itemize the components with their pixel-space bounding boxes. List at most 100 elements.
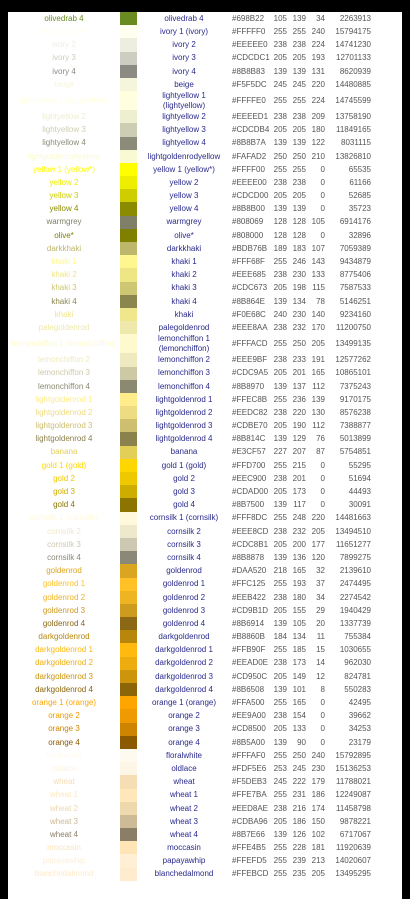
- colored-name: darkgoldenrod 4: [35, 684, 93, 694]
- colored-name: ivory 3: [52, 53, 76, 63]
- hex-code: #FFC125: [232, 579, 266, 589]
- swatch: [120, 828, 137, 842]
- red-value: 139: [273, 204, 287, 214]
- color-name: gold 4: [173, 500, 195, 510]
- decimal-value: 824781: [344, 671, 371, 681]
- color-name: wheat 2: [169, 803, 199, 813]
- colored-name: cornsilk 3: [47, 539, 81, 549]
- table-row: palegoldenrod palegoldenrod #EEE8AA 238 232 1…: [8, 321, 402, 335]
- green-value: 220: [292, 407, 306, 417]
- red-value: 128: [273, 217, 287, 227]
- colored-name: lightgoldenrod 3: [35, 421, 93, 431]
- green-value: 201: [292, 473, 306, 483]
- blue-value: 205: [311, 339, 325, 349]
- green-value: 139: [292, 138, 306, 148]
- color-name: lightyellow 1 (lightyellow): [162, 91, 206, 110]
- colored-name: ivory 1 (ivory): [39, 27, 88, 37]
- red-value: 255: [273, 843, 287, 853]
- blue-value: 0: [320, 487, 325, 497]
- table-row: lightyellow 3 lightyellow 3 #CDCDB4 205 205 1…: [8, 123, 402, 137]
- blue-value: 120: [311, 552, 325, 562]
- table-row: lightgoldenrodyellow lightgoldenrodyellow…: [8, 149, 402, 163]
- color-name: lightyellow 2: [162, 111, 206, 121]
- swatch: [120, 643, 137, 657]
- color-name: orange 4: [168, 737, 200, 747]
- table-row: wheat 1 wheat 1 #FFE7BA 255 231 186 12249087: [8, 788, 402, 802]
- colored-name: darkgoldenrod 1: [35, 645, 93, 655]
- blue-value: 102: [311, 829, 325, 839]
- swatch: [120, 149, 137, 163]
- table-row: darkkhaki darkkhaki #BDB76B 189 183 107 705938…: [8, 242, 402, 256]
- table-row: yellow 2 yellow 2 #EEEE00 238 238 0 61166: [8, 176, 402, 190]
- swatch: [120, 801, 137, 815]
- colored-name: wheat 1: [49, 790, 79, 800]
- table-row: goldenrod 4 goldenrod 4 #8B6914 139 105 20 133…: [8, 617, 402, 631]
- hex-code: #CD950C: [232, 671, 268, 681]
- table-row: olive* olive* #808000 128 128 0 32896: [8, 228, 402, 242]
- color-name: lightgoldenrodyellow: [147, 151, 221, 161]
- swatch: [120, 334, 137, 354]
- decimal-value: 23179: [348, 737, 371, 747]
- red-value: 205: [273, 125, 287, 135]
- colored-name: gold 2: [53, 473, 75, 483]
- blue-value: 143: [311, 257, 325, 267]
- color-name: floralwhite: [165, 750, 202, 760]
- color-name: goldenrod: [166, 566, 202, 576]
- swatch: [120, 577, 137, 591]
- colored-name: lemonchiffon 4: [38, 381, 90, 391]
- hex-code: #FFD700: [232, 460, 266, 470]
- colored-name: blanchedalmond: [34, 869, 94, 879]
- hex-code: #CDAD00: [232, 487, 269, 497]
- color-name: ivory 4: [172, 66, 196, 76]
- green-value: 134: [292, 296, 306, 306]
- decimal-value: 2139610: [339, 566, 371, 576]
- decimal-value: 2274542: [339, 592, 371, 602]
- red-value: 227: [273, 447, 287, 457]
- decimal-value: 14741230: [335, 40, 371, 50]
- green-value: 222: [292, 777, 306, 787]
- green-value: 139: [292, 204, 306, 214]
- decimal-value: 7388877: [339, 421, 371, 431]
- colored-name: lightyellow 3: [42, 125, 86, 135]
- red-value: 238: [273, 592, 287, 602]
- table-row: lightgoldenrod 2 lightgoldenrod 2 #EEDC82 2…: [8, 406, 402, 420]
- green-value: 139: [292, 13, 306, 23]
- table-row: beige beige #F5F5DC 245 245 220 14480885: [8, 77, 402, 92]
- colored-name: darkgoldenrod 3: [35, 671, 93, 681]
- color-name: orange 1 (orange): [151, 698, 217, 708]
- decimal-value: 44493: [348, 487, 371, 497]
- swatch: [120, 268, 137, 282]
- swatch: [120, 722, 137, 736]
- decimal-value: 15792895: [335, 750, 371, 760]
- red-value: 255: [273, 257, 287, 267]
- decimal-value: 35723: [348, 204, 371, 214]
- green-value: 137: [292, 381, 306, 391]
- colored-name: orange 4: [48, 737, 80, 747]
- hex-code: #808000: [232, 230, 264, 240]
- hex-code: #FFFFE0: [232, 95, 266, 105]
- green-value: 250: [292, 339, 306, 349]
- blue-value: 37: [316, 579, 325, 589]
- green-value: 165: [292, 566, 306, 576]
- color-table: olivedrab 4 olivedrab 4 #698B22 105 139 34 226…: [8, 12, 402, 899]
- blue-value: 0: [320, 460, 325, 470]
- green-value: 133: [292, 724, 306, 734]
- colored-name: yellow 1 (yellow*): [33, 164, 95, 174]
- table-row: khaki 3 khaki 3 #CDC673 205 198 115 7587533: [8, 281, 402, 295]
- hex-code: #EEEEE0: [232, 40, 268, 50]
- swatch: [120, 867, 137, 881]
- blue-value: 150: [311, 816, 325, 826]
- decimal-value: 8775406: [339, 270, 371, 280]
- color-name: goldenrod 2: [162, 592, 206, 602]
- blue-value: 0: [320, 737, 325, 747]
- hex-code: #FAFAD2: [232, 151, 267, 161]
- color-name: lemonchiffon 1 (lemonchiffon): [158, 334, 210, 353]
- blue-value: 193: [311, 53, 325, 63]
- swatch: [120, 281, 137, 295]
- blue-value: 34: [316, 13, 325, 23]
- green-value: 165: [292, 698, 306, 708]
- decimal-value: 13826810: [335, 151, 371, 161]
- colored-name: khaki 1: [51, 257, 77, 267]
- colored-name: ivory 2: [52, 40, 76, 50]
- color-name: lemonchiffon 2: [158, 355, 210, 365]
